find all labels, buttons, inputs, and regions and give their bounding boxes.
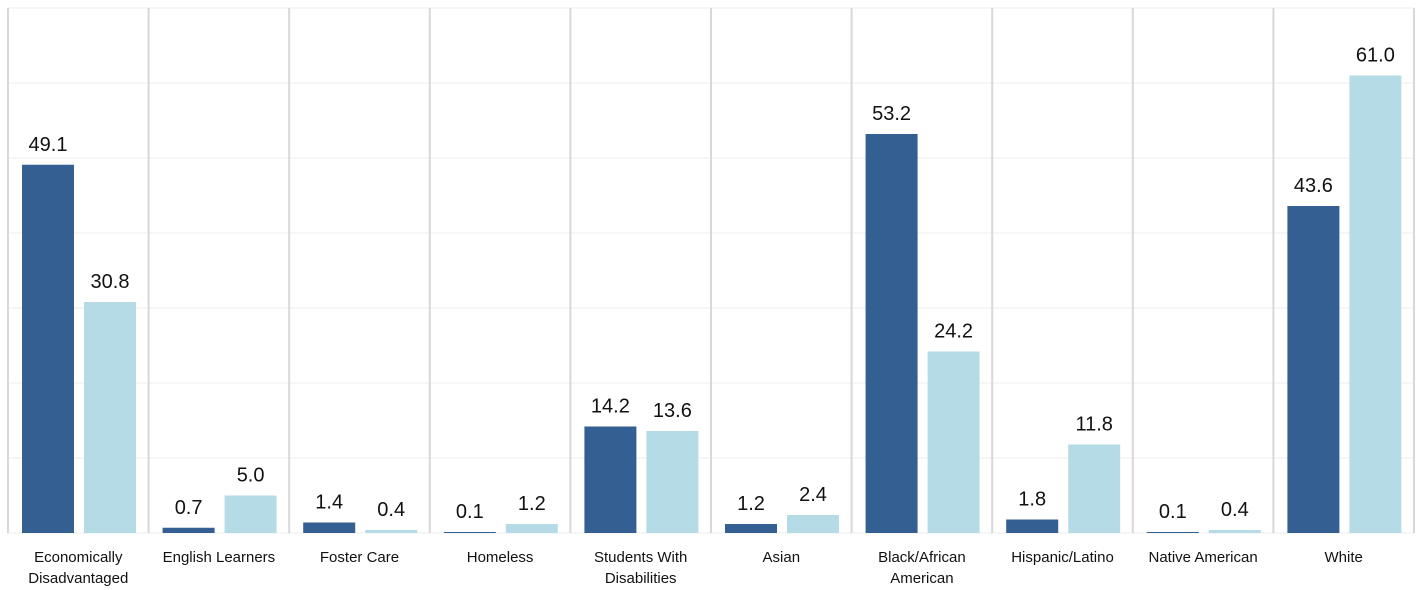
data-label: 1.2 xyxy=(518,493,546,515)
category-label: Students With Disabilities xyxy=(594,549,687,587)
bar-series-2 xyxy=(927,351,980,533)
data-label: 2.4 xyxy=(799,484,827,506)
data-label: 43.6 xyxy=(1294,175,1333,197)
category-label: Economically Disadvantaged xyxy=(28,549,128,587)
category-label-line: Foster Care xyxy=(320,549,399,566)
bar-series-1 xyxy=(1146,532,1199,533)
data-label: 13.6 xyxy=(653,400,692,422)
bar-series-1 xyxy=(1287,206,1340,533)
category-label-line: Homeless xyxy=(467,549,534,566)
bar-series-2 xyxy=(1349,75,1402,533)
bar-series-2 xyxy=(1208,530,1261,533)
category-label: Hispanic/Latino xyxy=(1011,549,1114,566)
category-label-line: Asian xyxy=(763,549,801,566)
bar-series-1 xyxy=(22,164,74,533)
data-label: 1.4 xyxy=(315,492,343,514)
category-label-line: English Learners xyxy=(163,549,276,566)
bar-series-1 xyxy=(865,134,918,533)
data-label: 53.2 xyxy=(872,103,911,125)
value-labels: 49.1 30.8 0.7 5.0 1.4 0.4 0.1 1.2 14.2 13.6 1.2 2.4… xyxy=(29,45,1395,524)
bar-series-2 xyxy=(646,431,699,533)
category-label-line: Disadvantaged xyxy=(28,570,128,587)
data-label: 49.1 xyxy=(29,134,68,156)
category-label: Foster Care xyxy=(320,549,399,566)
bar-series-1 xyxy=(584,426,637,533)
data-label: 0.4 xyxy=(377,499,405,521)
bar-series-1 xyxy=(303,522,356,533)
bar-series-1 xyxy=(1006,519,1059,533)
category-label: English Learners xyxy=(163,549,276,566)
category-labels: Economically Disadvantaged English Learner… xyxy=(28,549,1363,587)
bar-series-1 xyxy=(162,527,215,533)
category-label-line: Students With xyxy=(594,549,687,566)
category-label: White xyxy=(1325,549,1363,566)
category-label: Black/African American xyxy=(878,549,966,587)
category-label-line: Black/African xyxy=(878,549,966,566)
data-label: 1.8 xyxy=(1018,489,1046,511)
bar-series-1 xyxy=(725,524,777,533)
bar-series-2 xyxy=(1068,444,1121,533)
bar-series-2 xyxy=(787,515,839,533)
data-label: 0.7 xyxy=(175,497,203,519)
data-label: 30.8 xyxy=(91,271,130,293)
bar-series-2 xyxy=(224,495,277,533)
category-label: Homeless xyxy=(467,549,534,566)
bar-series-1 xyxy=(443,532,496,533)
data-label: 14.2 xyxy=(591,396,630,418)
data-label: 61.0 xyxy=(1356,45,1395,67)
category-label: Native American xyxy=(1148,549,1257,566)
category-label: Asian xyxy=(763,549,801,566)
category-label-line: Economically xyxy=(34,549,123,566)
data-label: 0.1 xyxy=(456,501,484,523)
bar-series-2 xyxy=(365,530,418,533)
bar-series-2 xyxy=(84,302,136,533)
bar-series-2 xyxy=(505,524,558,533)
data-label: 0.4 xyxy=(1221,499,1249,521)
category-label-line: American xyxy=(890,570,953,587)
bars xyxy=(22,75,1402,533)
category-label-line: Disabilities xyxy=(605,570,677,587)
category-label-line: Hispanic/Latino xyxy=(1011,549,1114,566)
data-label: 1.2 xyxy=(737,493,765,515)
data-label: 11.8 xyxy=(1075,414,1112,436)
category-label-line: Native American xyxy=(1148,549,1257,566)
category-separators xyxy=(7,8,1415,533)
data-label: 24.2 xyxy=(934,321,973,343)
data-label: 5.0 xyxy=(237,465,265,487)
category-label-line: White xyxy=(1325,549,1363,566)
data-label: 0.1 xyxy=(1159,501,1187,523)
